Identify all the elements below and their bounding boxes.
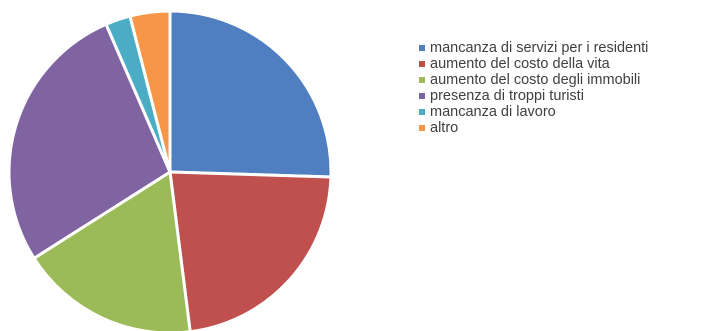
legend: mancanza di servizi per i residentiaumen… [419, 40, 648, 136]
legend-swatch [419, 93, 425, 99]
legend-label: aumento del costo della vita [430, 56, 611, 72]
legend-swatch [419, 125, 425, 131]
legend-label: mancanza di lavoro [430, 104, 556, 120]
legend-item-mancanza-di-lavoro: mancanza di lavoro [419, 104, 556, 120]
pie-slice-altro [128, 9, 172, 174]
pie-slice-mancanza-di-servizi-per-i-residenti [168, 9, 333, 179]
legend-swatch [419, 61, 425, 67]
pie-slice-aumento-del-costo-degli-immobili [32, 170, 192, 331]
pie-slices [7, 9, 333, 331]
legend-item-altro: altro [419, 120, 458, 136]
legend-swatch [419, 45, 425, 51]
legend-swatch [419, 109, 425, 115]
legend-item-aumento-del-costo-degli-immobili: aumento del costo degli immobili [419, 72, 640, 88]
legend-label: presenza di troppi turisti [430, 88, 584, 104]
pie-slice-aumento-del-costo-della-vita [168, 170, 333, 331]
legend-item-mancanza-di-servizi-per-i-residenti: mancanza di servizi per i residenti [419, 40, 648, 56]
legend-label: aumento del costo degli immobili [430, 72, 640, 88]
legend-item-presenza-di-troppi-turisti: presenza di troppi turisti [419, 88, 584, 104]
legend-label: mancanza di servizi per i residenti [430, 40, 648, 56]
legend-item-aumento-del-costo-della-vita: aumento del costo della vita [419, 56, 611, 72]
legend-label: altro [430, 120, 458, 136]
legend-swatch [419, 77, 425, 83]
